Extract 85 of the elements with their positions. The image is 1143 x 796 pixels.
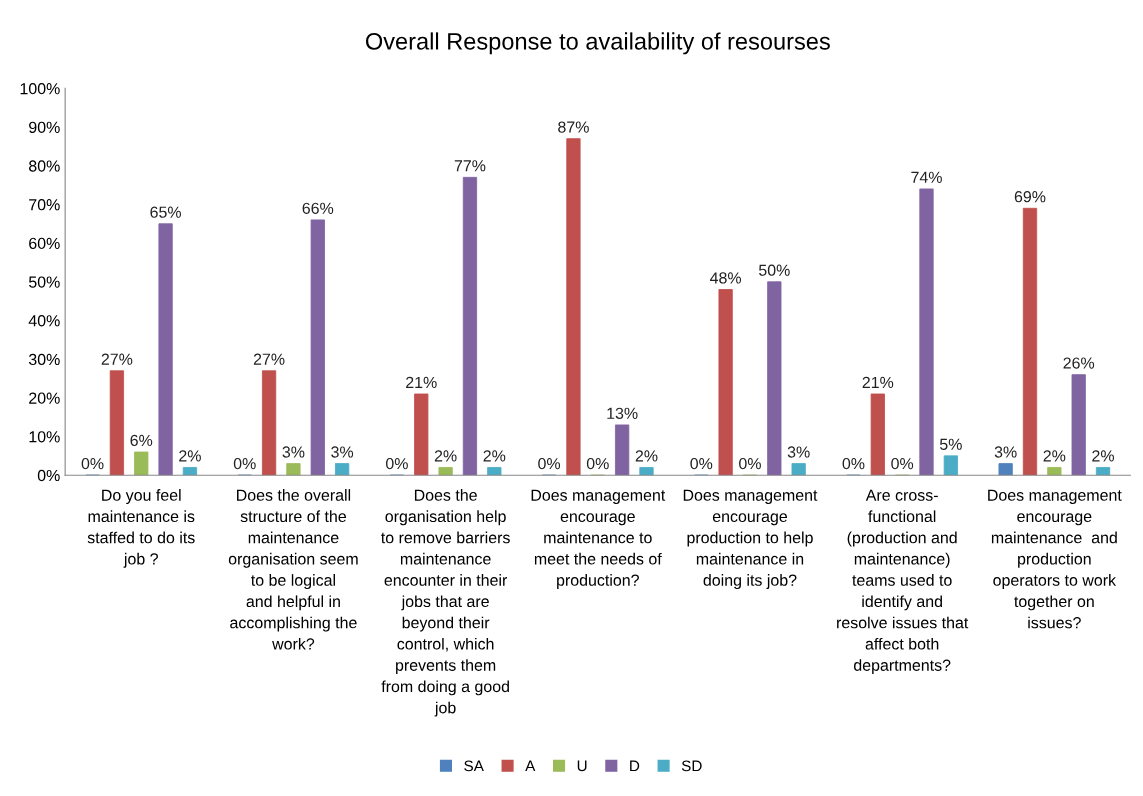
- bar: [718, 289, 733, 476]
- y-tick-label: 90%: [29, 121, 60, 133]
- data-label: 2%: [434, 450, 457, 462]
- y-tick-label: 0%: [37, 469, 60, 482]
- bar: [639, 467, 654, 476]
- bar: [414, 393, 429, 476]
- y-tick-label: 70%: [29, 199, 60, 211]
- data-label: 0%: [739, 457, 761, 470]
- data-label: 77%: [454, 160, 486, 172]
- bar: [182, 467, 198, 476]
- data-label: 21%: [862, 376, 894, 388]
- bar: [767, 281, 782, 476]
- data-label: 6%: [130, 434, 153, 447]
- data-label: 2%: [1043, 450, 1066, 462]
- data-label: 27%: [101, 353, 133, 365]
- bar: [134, 451, 149, 476]
- y-tick-label: 10%: [29, 431, 60, 443]
- bar: [158, 223, 173, 476]
- data-label: 0%: [385, 457, 408, 470]
- data-label: 66%: [302, 202, 334, 214]
- bar: [310, 219, 325, 476]
- y-tick-label: 40%: [28, 315, 60, 327]
- data-label: 74%: [911, 171, 942, 183]
- data-label: 48%: [710, 272, 742, 284]
- chart-title: Overall Response to availability of resourses: [365, 32, 830, 55]
- legend-label: D: [630, 760, 640, 772]
- legend-label: A: [525, 760, 536, 772]
- y-tick-label: 80%: [29, 160, 60, 172]
- data-label: 65%: [150, 206, 182, 218]
- y-tick-label: 60%: [29, 237, 60, 250]
- bar: [791, 463, 806, 476]
- data-label: 0%: [233, 457, 256, 470]
- data-label: 50%: [758, 264, 790, 276]
- data-label: 0%: [81, 457, 104, 470]
- data-label: 69%: [1014, 191, 1046, 203]
- data-label: 5%: [939, 438, 962, 450]
- y-tick-label: 100%: [20, 82, 60, 95]
- data-label: 3%: [994, 446, 1017, 458]
- data-label: 0%: [842, 457, 865, 470]
- bar: [615, 424, 630, 476]
- data-label: 2%: [179, 450, 201, 462]
- x-tick-label: Does the overall structure of the maintenance organisation seem to be logical and helpful in accomplishing the work?: [228, 489, 358, 650]
- data-label: 3%: [331, 446, 354, 458]
- bar: [943, 455, 958, 476]
- category-label: Does the organisation help to remove barriers maintenance encounter in their jobs that are beyond their control, which prevents them from doing a good job: [381, 489, 510, 717]
- data-label: 0%: [538, 457, 561, 470]
- y-tick-label: 30%: [28, 353, 60, 366]
- y-tick-label: 50%: [28, 276, 60, 288]
- bar: [1071, 374, 1086, 476]
- data-label: 2%: [635, 450, 658, 462]
- bar: [286, 463, 301, 476]
- data-label: 0%: [891, 457, 914, 470]
- bar: [566, 138, 581, 476]
- data-label: 3%: [282, 446, 305, 458]
- data-label: 2%: [1092, 450, 1115, 462]
- data-label: 26%: [1063, 357, 1095, 369]
- data-label: 21%: [406, 376, 437, 388]
- data-label: 2%: [483, 450, 506, 462]
- bar: [998, 463, 1013, 476]
- bar: [335, 463, 350, 476]
- x-tick-label: Does management encourage production to help maintenance in doing its job?: [683, 489, 818, 590]
- legend-label: SA: [464, 760, 484, 772]
- data-label: 27%: [253, 353, 285, 365]
- bar: [1047, 467, 1062, 476]
- x-tick-label: Does management encourage maintenance to meet the needs of production?: [531, 489, 666, 590]
- bar: [109, 370, 125, 476]
- bar: [870, 393, 885, 476]
- data-label: 3%: [787, 446, 810, 458]
- bar: [261, 370, 277, 476]
- y-tick-label: 20%: [29, 392, 60, 404]
- x-tick-label: Does management encourage maintenance and production operators to work together on issues?: [988, 489, 1122, 629]
- data-label: 0%: [586, 457, 609, 470]
- bar: [438, 467, 453, 476]
- category-label: Are cross- functional (production and maintenance) teams used to identify and resolve issues that affect both departments?: [837, 489, 969, 675]
- bar: [919, 188, 934, 476]
- bar: [487, 467, 502, 476]
- legend-label: U: [577, 760, 587, 772]
- bar: [462, 176, 478, 476]
- bar: [1095, 467, 1111, 476]
- bar: [1022, 207, 1038, 476]
- data-label: 13%: [607, 407, 638, 419]
- legend-label: SD: [681, 760, 702, 772]
- data-label: 87%: [558, 121, 589, 133]
- x-tick-label: Do you feel maintenance is staffed to do its job ?: [87, 489, 195, 568]
- data-label: 0%: [690, 457, 713, 470]
